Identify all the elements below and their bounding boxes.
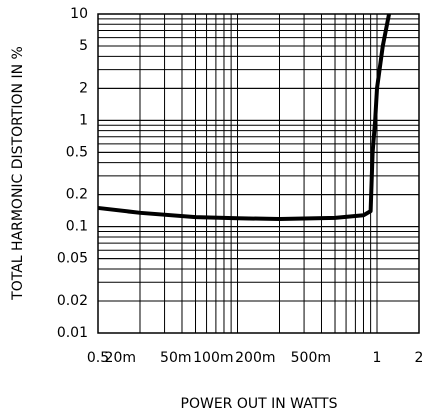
y-tick-label: 0.5	[66, 144, 88, 160]
y-tick-label: 0.05	[57, 251, 88, 267]
x-tick-label: 1	[373, 350, 382, 366]
y-tick-label: 1	[79, 112, 88, 128]
y-tick-label: 5	[79, 38, 88, 54]
x-tick-label: 0.5	[87, 350, 109, 366]
x-tick-label: 200m	[235, 350, 275, 366]
x-tick-label: 20m	[105, 350, 136, 366]
x-tick-label: 2	[415, 350, 424, 366]
x-axis-label: POWER OUT IN WATTS	[181, 396, 338, 412]
y-axis-label: TOTAL HARMONIC DISTORTION IN %	[10, 46, 26, 301]
thd-curve	[97, 13, 392, 222]
plot-frame	[97, 13, 420, 334]
y-tick-label: 0.01	[57, 325, 88, 341]
y-tick-label: 2	[79, 80, 88, 96]
x-tick-label: 500m	[291, 350, 331, 366]
y-tick-label: 0.1	[66, 219, 88, 235]
x-tick-label: 100m	[193, 350, 233, 366]
y-tick-label: 0.2	[66, 187, 88, 203]
y-tick-label: 10	[70, 6, 88, 22]
y-tick-label: 0.02	[57, 293, 88, 309]
x-tick-label: 50m	[160, 350, 191, 366]
